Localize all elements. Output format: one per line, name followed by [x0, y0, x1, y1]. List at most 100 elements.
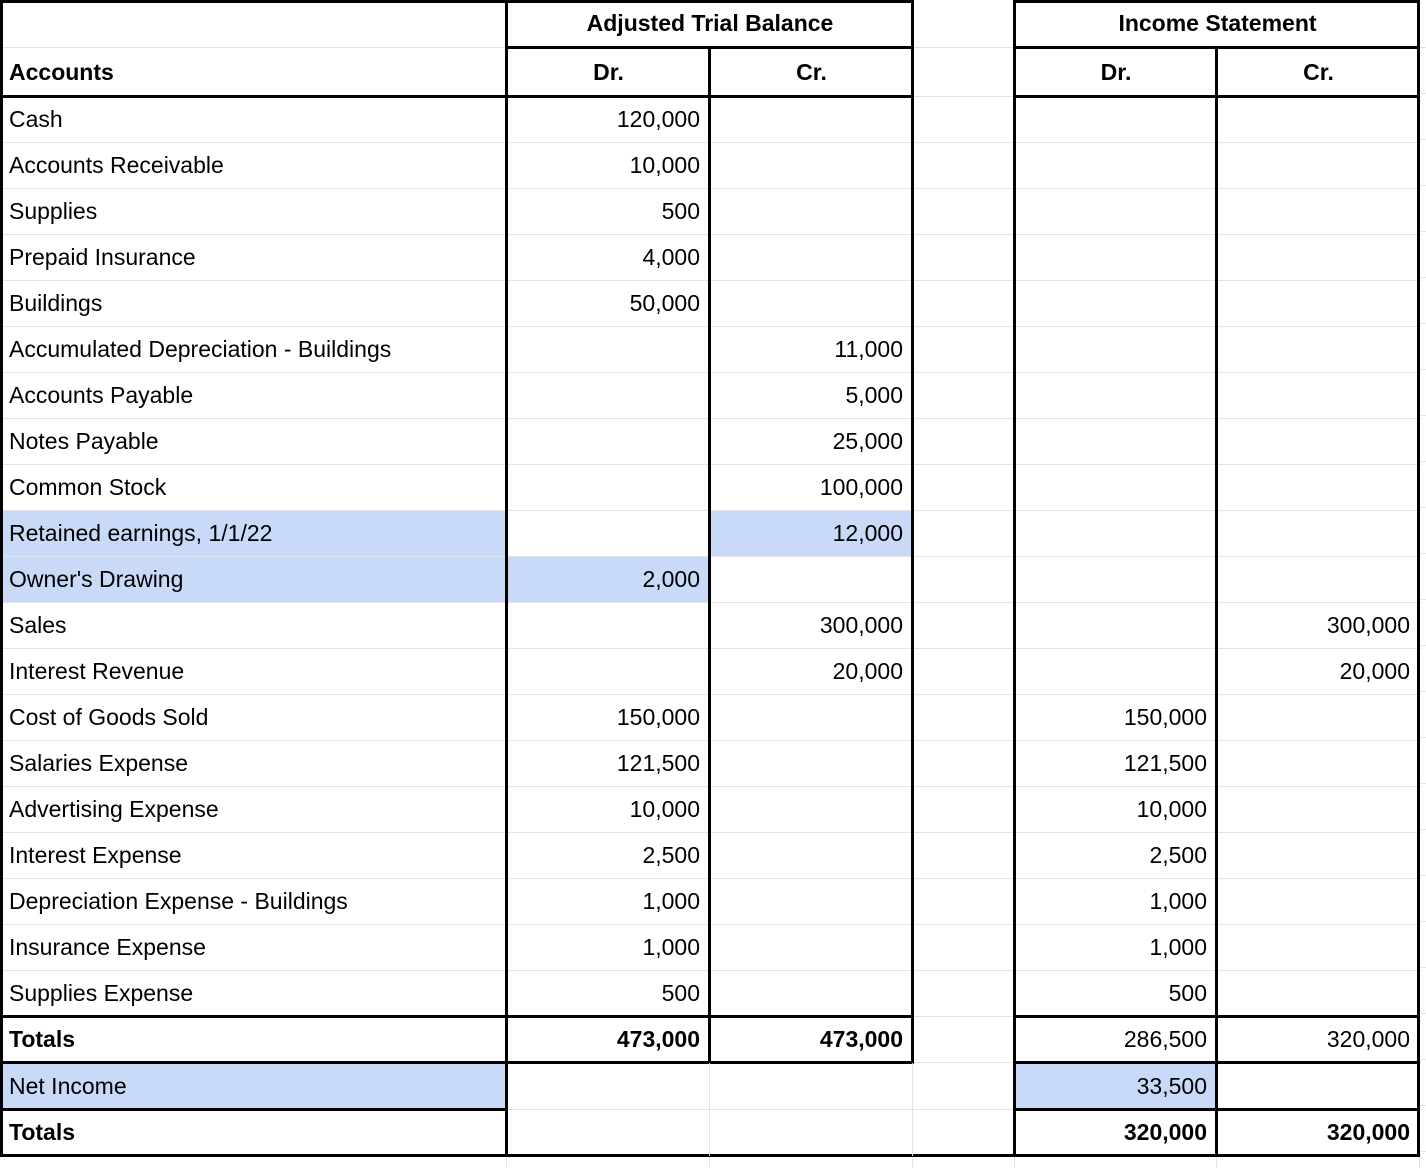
cell-empty[interactable]	[507, 1063, 710, 1109]
cell-gap[interactable]	[913, 1110, 1015, 1155]
cell-account[interactable]: Accumulated Depreciation - Buildings	[9, 336, 392, 362]
cell-atb-cr[interactable]	[710, 741, 913, 786]
cell-is-cr[interactable]	[1217, 373, 1420, 418]
cell-is-dr[interactable]	[1015, 235, 1217, 280]
cell-is-cr[interactable]	[1217, 327, 1420, 372]
cell-net-income-label[interactable]: Net Income	[0, 1063, 507, 1109]
cell-atb-dr[interactable]: 4,000	[642, 244, 700, 270]
cell-atb-dr[interactable]	[507, 465, 710, 510]
cell-gap[interactable]	[913, 925, 1015, 970]
cell-atb-dr[interactable]: 50,000	[629, 290, 700, 316]
cell-is-cr[interactable]: 20,000	[1339, 658, 1410, 684]
cell-atb-dr[interactable]: 500	[661, 198, 700, 224]
cell-gap[interactable]	[913, 649, 1015, 694]
cell-account[interactable]: Accounts Payable	[9, 382, 194, 408]
cell-account[interactable]: Accounts Receivable	[9, 152, 224, 178]
cell-atb-cr[interactable]: 100,000	[819, 474, 903, 500]
is-cr-column-header[interactable]: Cr.	[1303, 58, 1334, 85]
cell-is-cr[interactable]	[1217, 833, 1420, 878]
cell-is-dr[interactable]	[1015, 373, 1217, 418]
cell-account[interactable]: Cash	[9, 106, 63, 132]
cell-gap[interactable]	[913, 971, 1015, 1016]
cell-atb-cr[interactable]: 11,000	[834, 336, 903, 362]
cell-atb-cr[interactable]	[710, 97, 913, 142]
cell-atb-cr[interactable]: 20,000	[832, 658, 903, 684]
cell-gap[interactable]	[913, 235, 1015, 280]
cell-is-cr[interactable]	[1217, 925, 1420, 970]
cell-gap[interactable]	[913, 143, 1015, 188]
atb-dr-column-header[interactable]: Dr.	[593, 58, 624, 85]
cell-atb-cr[interactable]	[710, 879, 913, 924]
cell-empty[interactable]	[710, 1063, 913, 1109]
cell-atb-dr[interactable]	[507, 603, 710, 648]
cell-atb-dr[interactable]: 1,000	[642, 934, 700, 960]
cell-gap[interactable]	[913, 695, 1015, 740]
cell-gap[interactable]	[913, 1017, 1015, 1062]
cell-account[interactable]: Cost of Goods Sold	[9, 704, 209, 730]
cell-account[interactable]: Sales	[9, 612, 67, 638]
cell-account[interactable]: Salaries Expense	[9, 750, 188, 776]
cell-is-cr[interactable]	[1217, 557, 1420, 602]
cell-atb-dr[interactable]	[507, 373, 710, 418]
cell-is-cr[interactable]	[1217, 281, 1420, 326]
cell-is-dr[interactable]	[1015, 603, 1217, 648]
cell-is-cr[interactable]	[1217, 143, 1420, 188]
cell-atb-dr[interactable]: 500	[661, 980, 700, 1006]
cell-gap[interactable]	[913, 281, 1015, 326]
cell-atb-cr[interactable]	[710, 971, 913, 1016]
cell-is-cr-total[interactable]: 320,000	[1326, 1119, 1410, 1145]
cell-is-dr[interactable]	[1015, 189, 1217, 234]
cell-atb-cr[interactable]: 25,000	[832, 428, 903, 454]
cell-is-dr[interactable]: 1,000	[1149, 934, 1207, 960]
cell-is-dr[interactable]	[1015, 327, 1217, 372]
cell-atb-dr[interactable]	[507, 511, 710, 556]
cell-gap[interactable]	[913, 787, 1015, 832]
cell-atb-cr[interactable]	[710, 143, 913, 188]
cell-atb-dr[interactable]	[507, 327, 710, 372]
cell-account[interactable]: Insurance Expense	[9, 934, 206, 960]
cell-gap[interactable]	[913, 0, 1015, 47]
cell-account[interactable]: Prepaid Insurance	[9, 244, 196, 270]
cell-atb-cr[interactable]: 300,000	[819, 612, 903, 638]
cell-empty[interactable]	[507, 1110, 710, 1155]
cell-atb-cr[interactable]	[710, 281, 913, 326]
cell-is-cr[interactable]	[1217, 97, 1420, 142]
cell-is-cr[interactable]	[1217, 189, 1420, 234]
cell-is-cr[interactable]	[1217, 465, 1420, 510]
income-statement-header[interactable]: Income Statement	[1118, 10, 1317, 36]
cell-is-dr-subtotal[interactable]: 286,500	[1123, 1026, 1207, 1052]
cell-is-dr-total[interactable]: 320,000	[1123, 1119, 1207, 1145]
cell-atb-dr-total[interactable]: 473,000	[616, 1026, 700, 1052]
cell-gap[interactable]	[913, 511, 1015, 556]
cell-account[interactable]: Advertising Expense	[9, 796, 219, 822]
cell-gap[interactable]	[913, 327, 1015, 372]
cell-is-dr[interactable]	[1015, 143, 1217, 188]
cell-account[interactable]: Interest Revenue	[9, 658, 185, 684]
cell-is-dr[interactable]: 121,500	[1123, 750, 1207, 776]
cell-account[interactable]: Supplies	[9, 198, 98, 224]
cell-atb-dr[interactable]: 1,000	[642, 888, 700, 914]
cell-gap[interactable]	[913, 419, 1015, 464]
cell-is-dr[interactable]	[1015, 511, 1217, 556]
cell-atb-dr[interactable]: 10,000	[629, 796, 700, 822]
cell-gap[interactable]	[913, 833, 1015, 878]
cell-is-cr[interactable]	[1217, 971, 1420, 1016]
cell-atb-cr-total[interactable]: 473,000	[819, 1026, 903, 1052]
cell-atb-dr[interactable]: 150,000	[616, 704, 700, 730]
cell-atb-dr[interactable]: 121,500	[616, 750, 700, 776]
cell-account[interactable]: Notes Payable	[9, 428, 159, 454]
cell-atb-dr[interactable]: 10,000	[629, 152, 700, 178]
cell-gap[interactable]	[913, 97, 1015, 142]
cell-is-dr[interactable]: 150,000	[1123, 704, 1207, 730]
cell-account[interactable]: Interest Expense	[9, 842, 182, 868]
cell-atb-cr[interactable]	[710, 833, 913, 878]
cell-totals-label[interactable]: Totals	[9, 1026, 76, 1052]
cell-gap[interactable]	[913, 189, 1015, 234]
cell-is-cr[interactable]	[1217, 879, 1420, 924]
cell-is-cr[interactable]	[1217, 695, 1420, 740]
cell-gap[interactable]	[913, 741, 1015, 786]
cell-net-income-amount[interactable]: 33,500	[1015, 1063, 1217, 1109]
cell-is-dr[interactable]	[1015, 419, 1217, 464]
cell-is-dr[interactable]: 1,000	[1149, 888, 1207, 914]
cell-is-cr-subtotal[interactable]: 320,000	[1326, 1026, 1410, 1052]
